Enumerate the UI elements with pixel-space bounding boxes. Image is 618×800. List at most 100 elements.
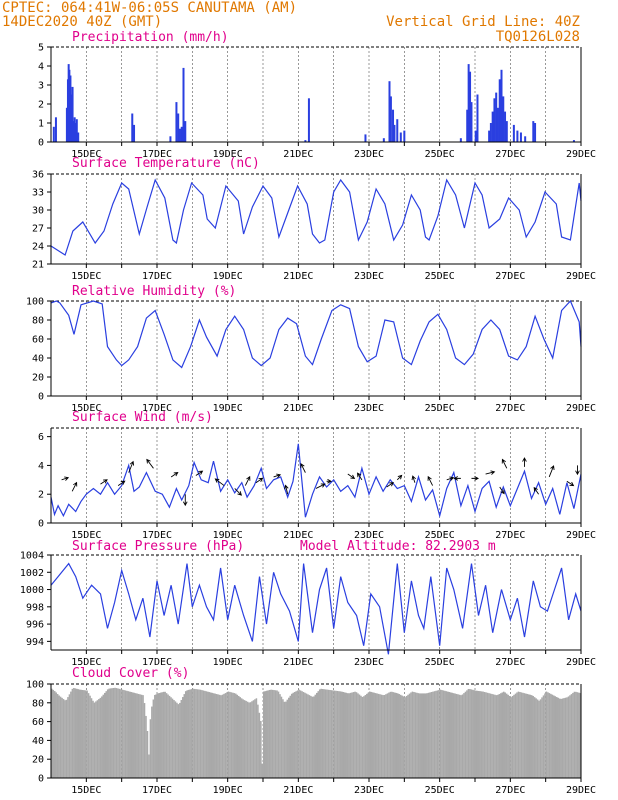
- precip-bar: [403, 130, 406, 142]
- wind-arrow: [386, 482, 395, 488]
- cloud-bar: [104, 692, 106, 778]
- cloud-bar: [289, 695, 292, 778]
- x-date-label: 15DEC: [71, 530, 101, 541]
- y-tick-label: 20: [32, 373, 44, 384]
- cloud-bar: [313, 696, 315, 778]
- precip-bar: [77, 132, 80, 142]
- cloud-bar: [482, 691, 484, 778]
- y-tick-label: 40: [32, 736, 44, 747]
- cloud-bar: [86, 690, 88, 778]
- x-date-label: 17DEC: [142, 271, 172, 282]
- cloud-bar: [427, 692, 430, 778]
- cloud-bar: [321, 689, 324, 778]
- cloud-bar: [398, 694, 400, 778]
- cloud-bar: [550, 693, 552, 778]
- cloud-bar: [430, 691, 433, 778]
- cloud-bar: [233, 693, 236, 778]
- cloud-bar: [232, 692, 234, 778]
- cloud-bar: [429, 692, 431, 778]
- x-date-label: 15DEC: [71, 271, 101, 282]
- cloud-bar: [342, 691, 345, 778]
- cloud-bar: [236, 694, 239, 778]
- cloud-bar: [475, 690, 477, 778]
- panel-title: Surface Pressure (hPa): [72, 539, 244, 554]
- cloud-bar: [575, 691, 577, 778]
- y-tick-label: 60: [32, 717, 44, 728]
- cloud-bar: [229, 691, 231, 778]
- precip-bar: [502, 96, 505, 142]
- x-date-label: 19DEC: [213, 271, 243, 282]
- header-run-date: 14DEC2020 40Z (GMT): [2, 14, 162, 30]
- cloud-bar: [56, 694, 59, 778]
- cloud-bar: [566, 697, 568, 778]
- cloud-bar: [367, 692, 370, 778]
- cloud-bar: [112, 687, 115, 778]
- cloud-bar: [179, 702, 181, 778]
- cloud-bar: [171, 698, 174, 778]
- cloud-bar: [64, 700, 66, 778]
- cloud-bar: [305, 693, 308, 778]
- cloud-bar: [53, 691, 56, 778]
- x-date-label: 21DEC: [283, 530, 313, 541]
- cloud-bar: [396, 693, 399, 778]
- cloud-bar: [497, 694, 499, 778]
- wind-arrow: [501, 458, 508, 469]
- cloud-bar: [444, 690, 446, 778]
- cloud-bar: [218, 694, 221, 778]
- precip-bar: [169, 136, 172, 142]
- cloud-bar: [255, 698, 258, 778]
- cloud-bar: [164, 691, 166, 778]
- cloud-bar: [352, 692, 355, 778]
- cloud-bar: [283, 701, 286, 778]
- cloud-bar: [339, 691, 342, 778]
- cloud-bar: [111, 688, 113, 778]
- cloud-bar: [136, 693, 138, 778]
- cloud-bar: [374, 693, 377, 778]
- cloud-bar: [248, 702, 250, 778]
- cloud-bar: [410, 692, 412, 778]
- wind-arrow: [255, 477, 264, 484]
- series-line: [50, 178, 582, 256]
- cloud-bar: [343, 692, 346, 778]
- x-date-label: 25DEC: [425, 403, 455, 414]
- precip-bar: [393, 124, 396, 142]
- x-date-label: 15DEC: [71, 657, 101, 668]
- panel-title: Relative Humidity (%): [72, 284, 236, 299]
- cloud-bar: [354, 691, 356, 778]
- cloud-bar: [143, 703, 146, 778]
- x-date-label: 29DEC: [566, 271, 596, 282]
- y-tick-label: 40: [32, 354, 44, 365]
- cloud-bar: [59, 696, 62, 778]
- cloud-bar: [536, 699, 539, 778]
- precip-bar: [469, 71, 472, 142]
- wind-arrow: [128, 460, 135, 473]
- header-vertical-grid: Vertical Grid Line: 40Z: [386, 14, 580, 30]
- wind-arrow: [117, 480, 126, 486]
- cloud-bar: [161, 692, 163, 778]
- cloud-bar: [349, 692, 352, 778]
- x-date-label: 25DEC: [425, 657, 455, 668]
- cloud-bar: [220, 695, 222, 778]
- cloud-bar: [535, 698, 537, 778]
- cloud-bar: [142, 695, 144, 778]
- cloud-bar: [341, 691, 343, 778]
- cloud-bar: [254, 699, 256, 778]
- cloud-bar: [177, 704, 180, 778]
- wind-arrow: [195, 470, 204, 476]
- cloud-bar: [290, 693, 293, 778]
- cloud-bar: [239, 697, 241, 778]
- cloud-bar: [133, 692, 135, 778]
- cloud-bar: [55, 692, 57, 778]
- cloud-bar: [533, 697, 536, 778]
- cloud-bar: [360, 695, 362, 778]
- cloud-bar: [180, 699, 183, 778]
- precip-bar: [131, 113, 134, 142]
- wind-arrow: [326, 478, 332, 484]
- cloud-bar: [486, 692, 489, 778]
- y-tick-label: 20: [32, 755, 44, 766]
- precip-bar: [512, 124, 515, 142]
- panel-5: 994 996 998 1000 1002 1004 15DEC 17DEC 19DEC 21DE…: [20, 539, 596, 668]
- cloud-bar: [553, 695, 555, 778]
- cloud-bar: [426, 693, 428, 778]
